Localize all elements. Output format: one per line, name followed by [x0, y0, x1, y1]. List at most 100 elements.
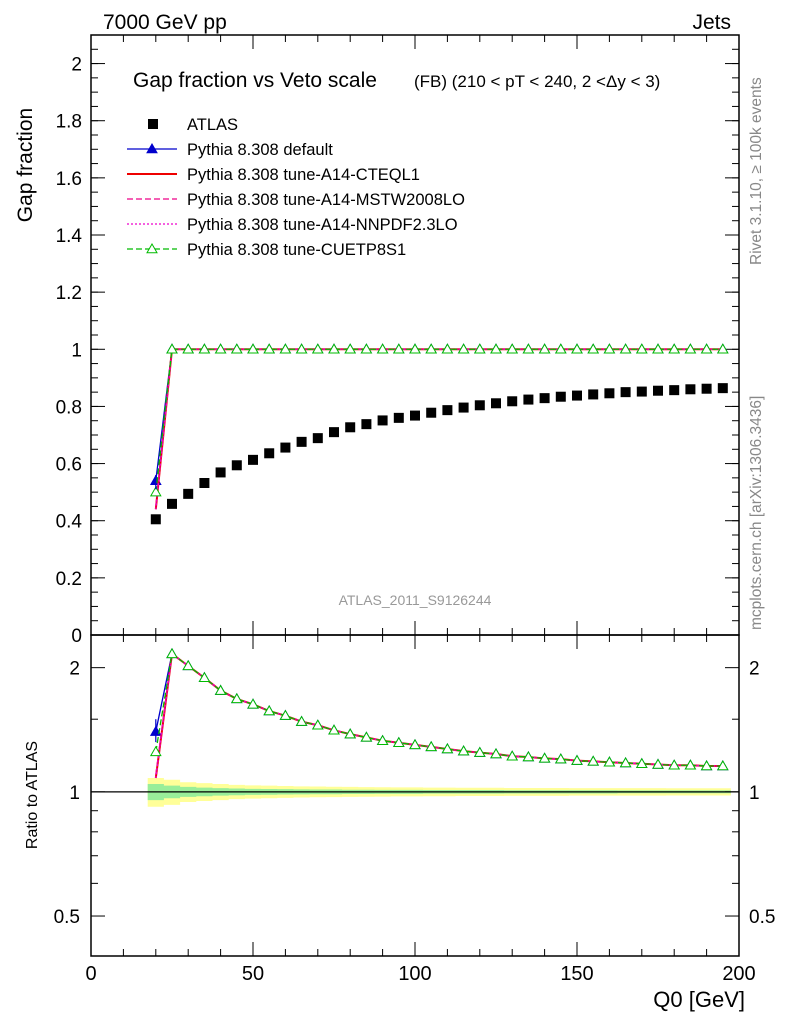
main-y-tick-label: 0.2 — [56, 569, 82, 590]
main-series-marker — [247, 343, 259, 354]
atlas-data-point — [377, 415, 388, 426]
ratio-series-marker — [587, 755, 600, 766]
ratio-series-marker — [279, 709, 292, 720]
ratio-series-marker — [603, 756, 616, 767]
ratio-series-marker — [214, 684, 227, 695]
main-series-marker — [328, 343, 340, 354]
ratio-series-marker — [490, 748, 502, 759]
ratio-series-marker — [700, 760, 713, 771]
ratio-y-tick-label: 1 — [69, 783, 80, 804]
analysis-watermark: ATLAS_2011_S9126244 — [339, 592, 492, 608]
main-series-marker — [587, 343, 600, 354]
side-mcplots-label: mcplots.cern.ch [arXiv:1306.3436] — [748, 396, 765, 630]
main-series-marker — [344, 343, 357, 354]
ratio-series-marker — [230, 692, 243, 704]
atlas-data-point — [717, 383, 728, 394]
chart-subtitle: (FB) (210 < pT < 240, 2 <Δy < 3) — [414, 72, 660, 91]
atlas-data-point — [507, 396, 518, 407]
atlas-data-point — [264, 448, 275, 459]
ratio-series-marker — [263, 705, 276, 716]
main-series-marker — [716, 343, 729, 354]
atlas-data-point — [393, 412, 404, 423]
atlas-data-point — [215, 467, 226, 478]
main-series-marker — [554, 343, 567, 354]
main-series-marker — [311, 343, 324, 354]
ratio-series-line — [155, 652, 723, 775]
main-y-tick-label: 0.6 — [56, 455, 82, 476]
atlas-data-point — [231, 460, 242, 471]
main-series-marker — [149, 486, 162, 497]
ratio-series-marker — [295, 715, 308, 726]
atlas-data-point — [280, 442, 291, 453]
ratio-series-marker — [182, 659, 195, 671]
main-series-line — [155, 348, 723, 510]
ratio-x-tick-label: 150 — [560, 963, 593, 985]
main-series-marker — [182, 343, 195, 354]
legend-marker-atlas — [148, 119, 158, 129]
ratio-y-tick-label: 0.5 — [54, 907, 80, 928]
ratio-series-marker — [166, 647, 178, 659]
ratio-series-marker — [716, 760, 729, 771]
atlas-data-point — [588, 389, 599, 400]
atlas-data-point — [167, 498, 177, 509]
main-y-tick-label: 1.8 — [56, 112, 82, 133]
ratio-y-axis-label: Ratio to ATLAS — [24, 741, 41, 849]
legend-marker — [146, 242, 158, 254]
main-y-tick-label: 0 — [71, 626, 82, 647]
atlas-data-point — [150, 514, 161, 525]
ratio-series-marker — [538, 752, 551, 763]
ratio-series-marker — [635, 757, 648, 768]
main-y-axis-label: Gap fraction — [14, 108, 37, 222]
main-series-marker — [392, 343, 405, 354]
ratio-panel: 0.5 0.5 1 1 2 2 0 50 100 150 200 Ratio to ATLAS Q0 [… — [24, 634, 775, 1012]
main-series-marker — [230, 343, 243, 354]
legend-entry: Pythia 8.308 tune-A14-CTEQL1 — [187, 166, 420, 184]
ratio-x-tick-label: 200 — [722, 963, 755, 985]
ratio-series-marker — [344, 728, 357, 739]
ratio-series-marker — [198, 671, 211, 683]
atlas-data-point — [312, 433, 323, 444]
atlas-data-point — [199, 478, 210, 488]
atlas-data-point — [442, 405, 453, 416]
ratio-series-marker — [360, 731, 373, 742]
main-series-marker — [652, 343, 664, 354]
main-series-marker — [473, 343, 486, 354]
main-panel: 0 0.2 0.4 0.6 0.8 1 1.2 1.4 1.6 1.8 2 Gap fraction G… — [14, 34, 740, 647]
ratio-y-tick-label: 2 — [69, 659, 80, 680]
ratio-y-tick-label-right: 2 — [749, 659, 760, 680]
header-left-label: 7000 GeV pp — [103, 11, 227, 34]
ratio-y-tick-label-right: 1 — [749, 783, 760, 804]
ratio-series-marker — [247, 698, 259, 709]
header-right-label: Jets — [692, 11, 731, 34]
atlas-data-point — [410, 410, 420, 421]
main-y-tick-label: 0.8 — [56, 397, 82, 418]
atlas-data-point — [636, 386, 647, 397]
x-axis-label: Q0 [GeV] — [653, 987, 745, 1012]
main-series-marker — [522, 343, 535, 354]
main-series-marker — [603, 343, 616, 354]
atlas-data-point — [458, 402, 469, 413]
main-series-line — [154, 348, 723, 510]
main-series-line — [155, 348, 723, 493]
legend-entry: Pythia 8.308 default — [187, 141, 333, 159]
legend-entry: ATLAS — [187, 116, 238, 134]
ratio-x-tick-label: 100 — [398, 963, 431, 985]
ratio-series-marker — [311, 719, 324, 730]
main-series-marker — [490, 343, 502, 354]
main-series-marker — [700, 343, 713, 354]
atlas-data-point — [685, 384, 696, 395]
atlas-data-point — [653, 385, 663, 396]
ratio-series-line — [155, 652, 723, 779]
ratio-series-marker — [619, 756, 632, 768]
ratio-series-marker — [652, 758, 664, 769]
main-series-marker — [538, 343, 551, 354]
ratio-series-marker — [684, 759, 697, 770]
ratio-series-line — [155, 652, 723, 767]
atlas-data-point — [701, 383, 712, 394]
main-series-marker — [571, 343, 583, 354]
atlas-data-point — [620, 387, 631, 398]
main-y-tick-label: 0.4 — [56, 512, 83, 533]
ratio-series-marker — [522, 750, 535, 762]
side-rivet-label: Rivet 3.1.10, ≥ 100k events — [748, 77, 765, 265]
main-y-tick-label: 1.6 — [56, 169, 82, 190]
